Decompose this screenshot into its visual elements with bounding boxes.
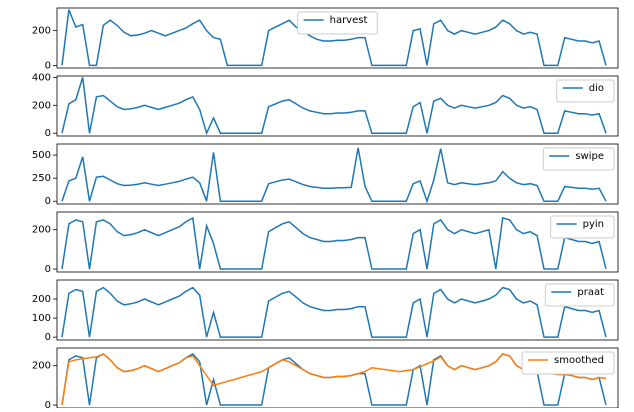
legend-box	[297, 11, 378, 35]
line-series	[61, 147, 607, 204]
axes-frame	[56, 143, 619, 205]
y-tick-label: 500	[32, 150, 51, 161]
line-series	[61, 353, 607, 406]
y-tick-label: 0	[45, 196, 51, 207]
line-series	[61, 286, 607, 338]
y-tick-label: 100	[32, 313, 51, 324]
axes-frame	[56, 211, 619, 273]
legend-label: smoothed	[554, 355, 604, 366]
y-tick-label: 0	[45, 332, 51, 343]
y-tick-label: 0	[45, 264, 51, 275]
line-series	[61, 9, 607, 67]
legend: dio	[556, 79, 615, 103]
y-tick-label: 0	[45, 60, 51, 71]
legend-label: dio	[589, 83, 604, 94]
subplot: 0 200 pyin	[32, 211, 619, 275]
legend: praat	[544, 283, 615, 307]
axes-frame	[56, 279, 619, 341]
legend-label: pyin	[583, 219, 604, 230]
legend: pyin	[550, 215, 615, 239]
subplot: 0 200 smoothed	[32, 347, 619, 411]
axes-frame	[56, 75, 619, 137]
y-tick-label: 200	[32, 225, 51, 236]
y-tick-label: 0	[45, 400, 51, 408]
legend-box	[521, 351, 615, 375]
legend-label: swipe	[575, 151, 604, 162]
subplot: 0 200 harvest	[32, 7, 619, 71]
legend-label: harvest	[330, 15, 368, 26]
y-tick-label: 200	[32, 100, 51, 111]
axes-frame	[56, 7, 619, 69]
subplot: 0 250 500 swipe	[32, 143, 619, 207]
legend: harvest	[297, 11, 378, 35]
subplot: 0 200 400 dio	[32, 72, 619, 139]
y-tick-label: 400	[32, 72, 51, 83]
y-tick-label: 200	[32, 294, 51, 305]
y-tick-label: 0	[45, 128, 51, 139]
legend-box	[544, 283, 615, 307]
subplot: 0 100 200 praat	[32, 279, 619, 343]
legend: smoothed	[521, 351, 615, 375]
line-series	[61, 216, 607, 270]
legend-box	[550, 215, 615, 239]
line-series	[61, 77, 607, 136]
y-tick-label: 200	[32, 361, 51, 372]
legend-box	[542, 147, 615, 171]
y-tick-label: 200	[32, 26, 51, 37]
legend-box	[556, 79, 615, 103]
y-tick-label: 250	[32, 173, 51, 184]
legend: swipe	[542, 147, 615, 171]
legend-label: praat	[577, 287, 604, 298]
